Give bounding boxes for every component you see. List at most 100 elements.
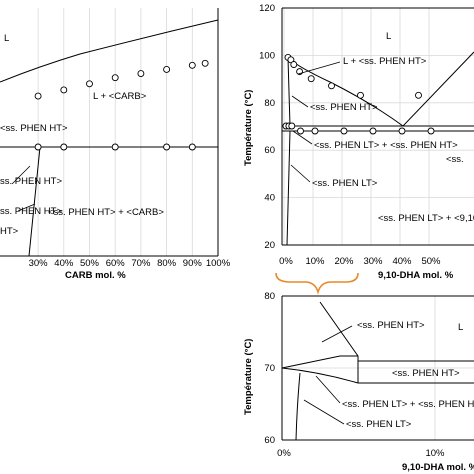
right-region-ss-cut: <ss. <box>446 154 464 165</box>
inset-y-axis-label: Température (°C) <box>243 339 254 415</box>
right-data-points <box>282 53 435 135</box>
right-arrow-4 <box>290 164 311 183</box>
inset-liquidus <box>319 301 359 383</box>
left-eutectic-point <box>34 143 42 151</box>
left-x-tick: 60% <box>106 258 126 269</box>
left-liquidus-point <box>137 70 145 78</box>
left-liquidus-point <box>188 61 196 69</box>
right-arrow-1 <box>297 61 341 75</box>
inset-arrow-3 <box>303 399 345 425</box>
left-eutectic-point <box>60 143 68 151</box>
right-eutectic-point <box>288 122 296 130</box>
right-region-L-phen-ht: L + <ss. PHEN HT> <box>343 56 427 67</box>
inset-y-tick-labels: 60 70 80 <box>264 291 275 446</box>
left-panel: 30% 40% 50% 60% 70% 80% 90% 100% CARB mol. % L … <box>0 8 231 281</box>
left-region-phen-ht-cut-1: ss. PHEN HT> <box>0 176 62 187</box>
left-region-phen-ht: <ss. PHEN HT> <box>0 123 68 134</box>
right-x-tick: 50% <box>421 256 441 267</box>
right-liquidus-point <box>357 91 364 99</box>
right-eutectic-point <box>340 127 348 135</box>
inset-region-phen-ht-cut: <ss. PHEN HT> <box>392 368 460 379</box>
left-liquidus-point <box>34 92 42 100</box>
left-data-points <box>34 59 209 151</box>
inset-x-tick-labels: 0% 10% <box>277 448 445 459</box>
right-liquidus-point <box>290 61 298 68</box>
inset-y-tick: 60 <box>264 435 275 446</box>
left-region-L: L <box>4 33 9 44</box>
left-x-tick: 80% <box>157 258 177 269</box>
inset-solvus <box>295 372 301 441</box>
right-y-tick-labels: 20 40 60 80 100 120 <box>259 3 275 251</box>
inset-panel: 60 70 80 0% 10% Température (°C) 9,10-DHA m… <box>243 291 474 473</box>
inset-arrow-2 <box>315 375 341 404</box>
right-y-tick: 40 <box>264 193 275 204</box>
inset-arrow-1 <box>321 325 353 343</box>
left-liquidus-point <box>86 80 93 88</box>
left-region-L-carb: L + <CARB> <box>93 91 147 102</box>
left-x-tick-labels: 30% 40% 50% 60% 70% 80% 90% 100% <box>29 258 231 269</box>
right-y-tick: 60 <box>264 145 275 156</box>
left-region-phen-ht-cut-2: ss. PHEN HT> <box>0 206 62 217</box>
right-region-L: L <box>386 31 391 42</box>
right-region-lt-dha: <ss. PHEN LT> + <9,10 <box>378 213 474 224</box>
inset-curve-upper <box>281 355 358 369</box>
right-y-tick: 100 <box>259 50 275 61</box>
left-x-tick: 100% <box>206 258 231 269</box>
inset-curve-lower <box>281 367 359 384</box>
left-solvus-line <box>28 146 41 257</box>
left-arrow-2 <box>11 165 31 185</box>
inset-x-tick: 10% <box>425 448 445 459</box>
left-gridlines <box>37 8 219 256</box>
right-x-tick: 10% <box>305 256 325 267</box>
left-x-tick: 70% <box>131 258 151 269</box>
right-region-lt-ht: <ss. PHEN LT> + <ss. PHEN HT> <box>314 140 458 151</box>
right-eutectic-point <box>297 127 304 135</box>
left-x-tick: 90% <box>183 258 203 269</box>
left-liquidus-point <box>201 59 209 67</box>
inset-region-lt-ht: <ss. PHEN LT> + <ss. PHEN HT> <box>342 399 474 410</box>
right-x-tick: 0% <box>279 256 293 267</box>
right-y-axis-label: Température (°C) <box>243 90 254 166</box>
inset-y-tick: 70 <box>264 363 275 374</box>
right-solvus <box>286 130 291 246</box>
left-region-phen-ht-carb: <ss. PHEN HT> + <CARB> <box>48 207 164 218</box>
inset-y-tick: 80 <box>264 291 275 302</box>
inset-region-phen-lt: <ss. PHEN LT> <box>346 419 412 430</box>
right-x-axis-label: 9,10-DHA mol. % <box>378 270 454 281</box>
right-liquidus-point <box>307 75 315 83</box>
right-x-tick-labels: 0% 10% 20% 30% 40% 50% <box>279 256 441 267</box>
right-y-tick: 80 <box>264 98 275 109</box>
right-eutectic-point <box>369 127 377 135</box>
right-arrow-2 <box>291 95 309 108</box>
left-liquidus-curve <box>0 19 219 83</box>
right-eutectic-point <box>311 127 319 135</box>
right-x-tick: 40% <box>392 256 412 267</box>
zoom-brace <box>275 272 359 295</box>
right-arrow-3 <box>292 130 313 145</box>
left-arrow-1 <box>17 203 36 212</box>
inset-x-tick: 0% <box>277 448 291 459</box>
right-region-phen-ht: <ss. PHEN HT> <box>310 102 378 113</box>
right-y-tick: 120 <box>259 3 275 14</box>
right-region-phen-lt: <ss. PHEN LT> <box>312 178 378 189</box>
right-eutectic-point <box>427 127 435 135</box>
left-x-tick: 40% <box>54 258 74 269</box>
left-eutectic-point <box>163 143 171 151</box>
inset-region-L: L <box>458 322 463 333</box>
right-liquidus-point <box>328 82 335 90</box>
right-y-tick: 20 <box>264 240 275 251</box>
inset-x-axis-label: 9,10-DHA mol. % <box>402 462 474 473</box>
left-liquidus-point <box>111 74 119 82</box>
right-x-tick: 20% <box>334 256 354 267</box>
left-x-axis-label: CARB mol. % <box>65 270 126 281</box>
left-liquidus-point <box>60 86 68 94</box>
left-liquidus-point <box>163 65 171 73</box>
left-x-tick: 50% <box>80 258 100 269</box>
right-eutectic-point <box>398 127 406 135</box>
left-eutectic-point <box>188 143 196 151</box>
right-solidus <box>287 57 291 127</box>
inset-region-phen-ht: <ss. PHEN HT> <box>357 320 425 331</box>
left-x-tick: 30% <box>29 258 49 269</box>
left-region-phen-ht-cut-3: HT> <box>0 226 19 237</box>
